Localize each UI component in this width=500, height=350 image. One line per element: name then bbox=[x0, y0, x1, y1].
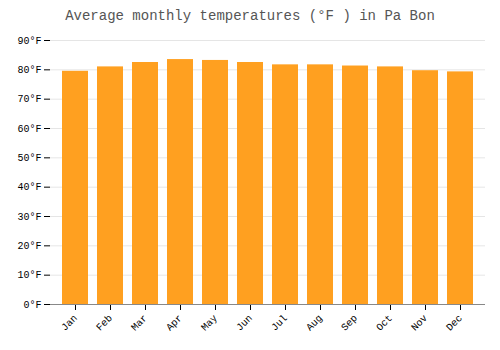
svg-text:20°F: 20°F bbox=[17, 241, 41, 252]
svg-text:Dec: Dec bbox=[444, 313, 465, 334]
svg-text:30°F: 30°F bbox=[17, 212, 41, 223]
svg-text:80°F: 80°F bbox=[17, 65, 41, 76]
svg-text:50°F: 50°F bbox=[17, 153, 41, 164]
svg-text:May: May bbox=[199, 313, 220, 334]
svg-text:Nov: Nov bbox=[409, 313, 430, 334]
svg-text:Mar: Mar bbox=[129, 313, 150, 334]
svg-text:10°F: 10°F bbox=[17, 270, 41, 281]
svg-text:60°F: 60°F bbox=[17, 124, 41, 135]
svg-text:Apr: Apr bbox=[164, 313, 185, 334]
svg-text:Jun: Jun bbox=[234, 313, 255, 334]
svg-text:Aug: Aug bbox=[304, 313, 325, 334]
svg-text:Feb: Feb bbox=[94, 313, 115, 334]
svg-text:Jul: Jul bbox=[269, 313, 290, 334]
html-text:Average monthly temperatures (: Average monthly temperatures (°F ) in Pa… bbox=[65, 8, 435, 24]
svg-text:90°F: 90°F bbox=[17, 36, 41, 47]
svg-text:Oct: Oct bbox=[374, 313, 395, 334]
svg-text:40°F: 40°F bbox=[17, 182, 41, 193]
svg-text:Jan: Jan bbox=[59, 313, 80, 334]
svg-text:70°F: 70°F bbox=[17, 94, 41, 105]
svg-text:0°F: 0°F bbox=[23, 300, 41, 311]
svg-text:Sep: Sep bbox=[339, 313, 360, 334]
